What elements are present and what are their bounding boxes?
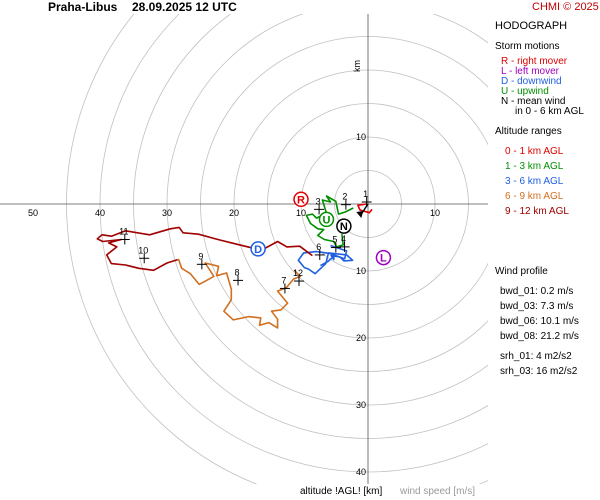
storm-marker-circle (318, 211, 335, 228)
legend-mean-wind: N - mean wind (501, 96, 566, 107)
x-tick-label: 30 (162, 208, 172, 218)
legend-downwind: D - downwind (501, 76, 562, 87)
altitude-unit-label: altitude !AGL! [km] (300, 486, 383, 497)
altitude-label: 10 (138, 245, 148, 255)
storm-motions-heading: Storm motions (495, 41, 560, 52)
storm-motion-markers: R L D UN (250, 191, 392, 266)
srh-01-value: srh_01: 4 m2/s2 (500, 351, 572, 362)
arrow-head (356, 211, 364, 219)
storm-marker-label: L (380, 253, 387, 265)
legend-left-mover: L - left mover (501, 66, 559, 77)
legend-range-9-12: 9 - 12 km AGL (505, 206, 569, 217)
altitude-label: 3 (316, 196, 321, 206)
trace-0-1km (357, 203, 373, 214)
bwd-06-value: bwd_06: 10.1 m/s (500, 316, 579, 327)
storm-marker-label: D (254, 244, 262, 256)
storm-marker-circle (293, 191, 309, 208)
valid-datetime: 28.09.2025 12 UTC (132, 0, 237, 14)
y-tick-label: 10 (356, 266, 366, 276)
x-tick-label: 10 (430, 208, 440, 218)
copyright: CHMI © 2025 (532, 1, 599, 13)
altitude-label: 8 (235, 267, 240, 277)
altitude-label: 2 (342, 192, 347, 202)
altitude-label: 9 (198, 251, 203, 261)
trace-1-3km (305, 195, 354, 248)
legend-range-3-6: 3 - 6 km AGL (505, 176, 564, 187)
bwd-08-value: bwd_08: 21.2 m/s (500, 331, 579, 342)
trace-9-12km (96, 226, 313, 272)
legend-range-6-9: 6 - 9 km AGL (505, 191, 564, 202)
altitude-label: 6 (316, 242, 321, 252)
altitude-label: 5 (332, 235, 337, 245)
x-tick-label: 50 (28, 208, 38, 218)
altitude-label: 7 (281, 275, 286, 285)
x-tick-label: 10 (296, 208, 306, 218)
storm-marker-label: R (297, 194, 305, 206)
legend-right-mover: R - right mover (501, 56, 568, 67)
altitude-ranges-heading: Altitude ranges (495, 126, 562, 137)
y-tick-label: 40 (356, 467, 366, 477)
axis-tick-labels: 50 40 30 20 10 10 10 10 20 30 40 (28, 132, 440, 477)
altitude-label: 1 (363, 189, 368, 199)
storm-marker-label: U (322, 214, 330, 226)
y-tick-label: 30 (356, 400, 366, 410)
legend-range-1-3: 1 - 3 km AGL (505, 161, 564, 172)
trace-3-6km (297, 244, 354, 275)
storm-marker-label: N (340, 221, 348, 233)
direction-arrow (356, 203, 369, 219)
wind-speed-unit-label: wind speed [m/s] (400, 486, 476, 497)
panel-title: HODOGRAPH (495, 20, 568, 32)
bwd-01-value: bwd_01: 0.2 m/s (500, 286, 574, 297)
storm-marker-circle (375, 249, 392, 266)
x-tick-label: 20 (229, 208, 239, 218)
x-tick-label: 40 (95, 208, 105, 218)
srh-03-value: srh_03: 16 m2/s2 (500, 366, 578, 377)
station-name: Praha-Libus (48, 0, 118, 14)
storm-marker-circle (250, 241, 266, 257)
legend-range-0-1: 0 - 1 km AGL (505, 146, 564, 157)
legend-mean-wind-layer: in 0 - 6 km AGL (515, 106, 584, 117)
bwd-03-value: bwd_03: 7.3 m/s (500, 301, 574, 312)
y-axis-unit-label: km (352, 60, 362, 72)
altitude-label: 11 (119, 227, 128, 237)
legend-upwind: U - upwind (501, 86, 549, 97)
altitude-label: 4 (341, 234, 346, 244)
wind-profile-heading: Wind profile (495, 266, 548, 277)
trace-6-9km (177, 258, 302, 329)
altitude-label: 12 (293, 268, 303, 278)
y-tick-label: 20 (356, 333, 366, 343)
y-tick-label: 10 (356, 132, 366, 142)
storm-marker-circle (336, 218, 352, 234)
wind-traces (96, 195, 373, 329)
